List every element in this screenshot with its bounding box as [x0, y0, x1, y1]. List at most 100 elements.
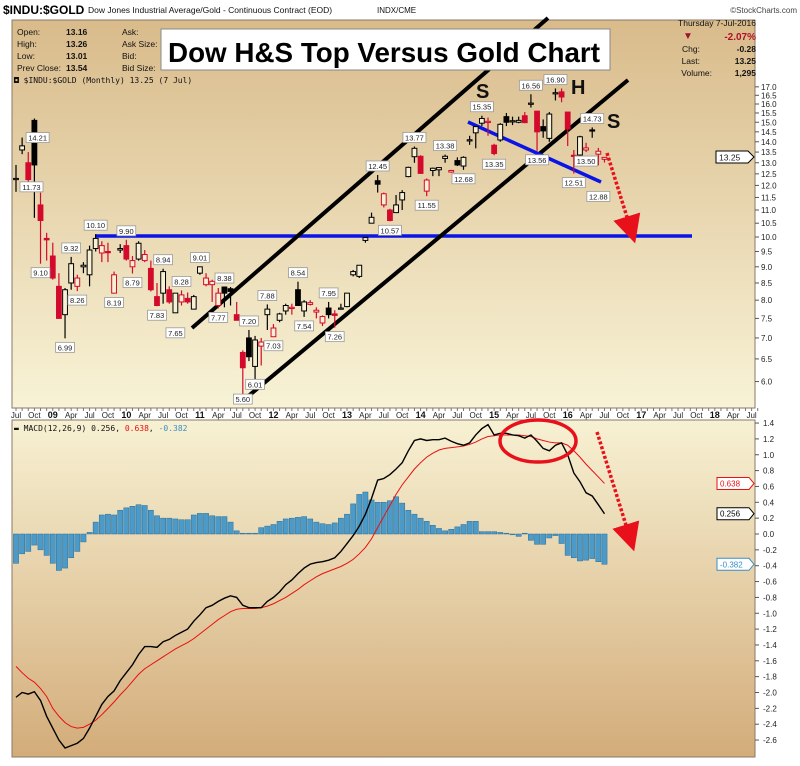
- candle-body: [521, 115, 528, 124]
- candle-body: [184, 297, 191, 303]
- price-label-text: 8.54: [291, 269, 306, 278]
- candle: [123, 239, 130, 261]
- candle-body: [423, 179, 430, 192]
- price-label: 13.56: [525, 154, 549, 166]
- candle-body: [160, 271, 167, 294]
- price-label: 8.28: [171, 276, 192, 287]
- candle-body: [534, 110, 540, 133]
- candle-body: [264, 308, 271, 316]
- price-label-text: 7.20: [242, 317, 257, 326]
- candle-body: [313, 309, 320, 313]
- macd-histogram-bar: [442, 530, 448, 535]
- x-tick-label: Apr: [506, 411, 519, 420]
- macd-histogram-bar: [521, 532, 528, 535]
- macd-histogram-bar: [411, 513, 418, 535]
- macd-tick-label: -0.2: [763, 546, 777, 555]
- x-tick-label: 16: [563, 410, 573, 420]
- macd-histogram-bar: [503, 532, 510, 535]
- candle: [368, 212, 375, 224]
- candle: [503, 112, 510, 127]
- macd-histogram-bar: [197, 513, 203, 535]
- candle-body: [583, 147, 589, 151]
- macd-histogram-bar: [68, 533, 75, 559]
- candle: [405, 166, 412, 178]
- candle: [313, 307, 320, 319]
- candle: [105, 242, 111, 263]
- macd-histogram-bar: [221, 516, 228, 535]
- price-label: 6.99: [55, 341, 75, 353]
- price-label-text: 7.03: [266, 342, 281, 351]
- macd-histogram-bar: [350, 503, 356, 535]
- candle: [19, 137, 26, 155]
- price-label: 9.90: [116, 225, 137, 237]
- candle-body: [62, 289, 68, 316]
- candle: [515, 116, 522, 124]
- candle: [239, 350, 246, 402]
- candle: [221, 286, 228, 308]
- macd-histogram-bar: [203, 513, 209, 535]
- macd-histogram-bar: [282, 518, 289, 535]
- candle-body: [405, 166, 412, 178]
- price-label: 12.51: [561, 177, 586, 189]
- candle-body: [43, 237, 50, 241]
- macd-histogram-bar: [380, 502, 387, 535]
- candle: [154, 282, 160, 307]
- candle: [68, 256, 75, 290]
- channel-lower-line: [238, 78, 630, 405]
- candle: [528, 94, 534, 108]
- x-tick-label: Apr: [580, 411, 593, 420]
- high-label: High:: [17, 39, 37, 49]
- macd-histogram-bar: [423, 521, 430, 535]
- price-label: 12.45: [365, 160, 390, 172]
- candle: [258, 337, 265, 366]
- candle: [37, 192, 44, 264]
- candle-body: [380, 193, 387, 206]
- price-label-text: 13.56: [528, 156, 547, 165]
- candle: [319, 315, 326, 327]
- candle: [393, 194, 399, 214]
- candle: [509, 116, 516, 126]
- candle: [62, 288, 68, 339]
- price-label: 11.73: [19, 181, 44, 193]
- x-tick-label: Oct: [249, 411, 262, 420]
- candle-body: [227, 288, 234, 292]
- x-tick-label: 18: [710, 410, 720, 420]
- candle: [356, 264, 363, 279]
- price-tick-label: 14.0: [761, 138, 777, 147]
- price-tick-label: 8.5: [761, 279, 773, 288]
- macd-histogram-bar: [49, 533, 56, 564]
- macd-legend-hist: -0.382: [159, 424, 188, 433]
- candle: [491, 143, 498, 156]
- candle: [301, 300, 308, 317]
- macd-value-tag-text: 0.256: [720, 510, 741, 519]
- candle-body: [540, 126, 547, 132]
- macd-histogram-bar: [558, 533, 565, 544]
- macd-legend-macd: 0.256: [91, 424, 115, 433]
- high-value: 13.26: [66, 39, 88, 49]
- macd-value-tag-text: 0.638: [720, 479, 741, 488]
- candle: [325, 301, 332, 319]
- candle-body: [141, 254, 148, 262]
- price-tick-label: 9.5: [761, 248, 773, 257]
- candle-body: [92, 237, 99, 250]
- macd-histogram-bar: [276, 521, 283, 535]
- macd-legend: ▬ MACD(12,26,9) 0.256, 0.638, -0.382: [14, 424, 188, 433]
- x-tick-label: Oct: [543, 411, 556, 420]
- price-label: 13.35: [482, 158, 507, 170]
- candle-body: [98, 245, 105, 254]
- candle-body: [239, 351, 246, 369]
- macd-tick-label: 0.8: [763, 467, 775, 476]
- candle: [387, 208, 393, 222]
- candle-body: [368, 216, 375, 224]
- price-tick-label: 16.0: [761, 100, 777, 109]
- symbol: $INDU:$GOLD: [3, 3, 85, 17]
- candle: [423, 178, 430, 197]
- price-label-text: 11.55: [418, 201, 436, 210]
- x-tick-label: Apr: [139, 411, 152, 420]
- macd-histogram-bar: [239, 532, 246, 535]
- candle-body: [454, 160, 461, 166]
- macd-histogram-bar: [62, 533, 68, 569]
- macd-histogram-bar: [454, 526, 461, 535]
- candle-body: [411, 147, 418, 158]
- candle-body: [466, 139, 473, 142]
